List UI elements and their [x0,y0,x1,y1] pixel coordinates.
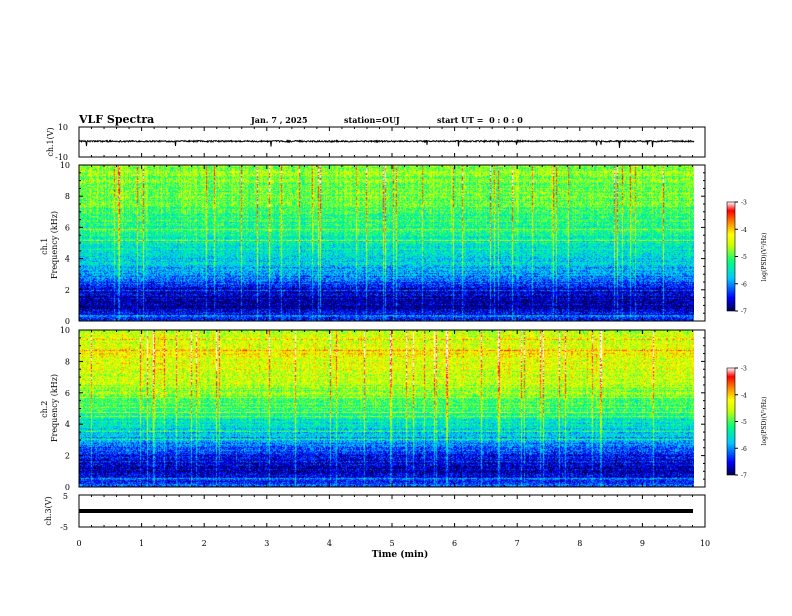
ch1-waveform-trace [78,139,695,148]
time-tick-label: 6 [452,539,457,548]
time-tick-label: 0 [76,539,81,548]
ch1-ytick-top: 10 [58,123,68,132]
ch1-colorbar-gradient [726,201,736,312]
ch1-colorbar-ticks: -3 -4 -5 -6 -7 [735,200,747,316]
colorbar-tick-label: -3 [741,366,747,373]
ch1-waveform-time-ticks [78,127,706,157]
time-tick-label: 9 [640,539,645,548]
frequency-tick-label: 4 [65,420,70,429]
colorbar-tick-label: -7 [741,309,747,316]
ch2-colorbar: -3 -4 -5 -6 -7 log(PSD)(V²/Hz) [726,366,768,480]
ch1-spec-ylabel-channel: ch.1 [40,238,49,255]
ch2-spectrogram-panel: 0 2 4 6 8 10 ch.2 Frequency (kHz) [40,326,706,492]
ch3-ytick-top: 5 [63,492,68,501]
frequency-tick-label: 10 [60,326,70,335]
ch2-spectrogram-image [79,330,694,487]
frequency-tick-label: 8 [65,192,70,201]
colorbar-tick-label: -5 [741,419,747,426]
time-tick-label: 3 [264,539,269,548]
colorbar-tick-label: -6 [741,281,747,288]
ch1-spectrogram-image [79,165,694,321]
ch2-colorbar-gradient [726,367,736,476]
time-tick-label: 1 [139,539,144,548]
ch1-frequency-ticks: 0 2 4 6 8 10 [60,161,705,326]
frequency-tick-label: 2 [65,286,70,295]
ch1-spec-ylabel: ch.1 Frequency (kHz) [40,211,59,279]
time-tick-label: 2 [202,539,207,548]
frequency-tick-label: 0 [65,483,70,492]
frequency-tick-label: 10 [60,161,70,170]
ch1-waveform-panel: 10 -10 ch.1(V) [46,123,706,162]
time-tick-label: 5 [389,539,394,548]
colorbar-tick-label: -3 [741,200,747,207]
colorbar-tick-label: -4 [741,392,747,399]
ch1-ylabel: ch.1(V) [46,127,55,156]
ch2-spec-ylabel-channel: ch.2 [40,401,49,418]
frequency-tick-label: 6 [65,389,70,398]
ch3-waveform-trace [79,509,693,513]
ch2-colorbar-ticks: -3 -4 -5 -6 -7 [735,366,747,480]
ch2-frequency-ticks: 0 2 4 6 8 10 [60,326,705,492]
ch1-spectrogram-time-ticks [78,165,706,321]
figure-start-time: start UT = 0 : 0 : 0 [437,115,523,125]
frequency-tick-label: 4 [65,255,70,264]
ch3-ytick-bottom: -5 [60,523,68,532]
colorbar-tick-label: -7 [741,473,747,480]
colorbar-tick-label: -4 [741,227,747,234]
ch1-colorbar: -3 -4 -5 -6 -7 log(PSD)(V²/Hz) [726,200,768,316]
ch2-spec-ylabel-axis: Frequency (kHz) [50,374,59,442]
ch2-colorbar-label: log(PSD)(V²/Hz) [761,397,768,446]
frequency-tick-label: 0 [65,317,70,326]
ch3-waveform-panel: 5 -5 ch.3(V) [44,492,706,532]
figure-date: Jan. 7 , 2025 [250,115,308,125]
ch1-ytick-bottom: -10 [55,153,68,162]
colorbar-tick-label: -6 [741,446,747,453]
ch1-colorbar-label: log(PSD)(V²/Hz) [761,233,768,282]
time-tick-label: 8 [577,539,582,548]
colorbar-tick-label: -5 [741,254,747,261]
ch2-spectrogram-time-ticks [78,330,706,487]
ch2-spec-ylabel: ch.2 Frequency (kHz) [40,374,59,442]
frequency-tick-label: 6 [65,223,70,232]
ch1-spec-ylabel-axis: Frequency (kHz) [50,211,59,279]
time-axis-tick-labels: 0 1 2 3 4 5 6 7 8 9 10 [76,539,710,548]
frequency-tick-label: 2 [65,452,70,461]
figure-title: VLF Spectra [78,113,154,126]
frequency-tick-label: 8 [65,357,70,366]
ch3-waveform-time-ticks [78,495,706,527]
time-tick-label: 4 [327,539,332,548]
time-tick-label: 7 [515,539,520,548]
ch1-spectrogram-panel: 0 2 4 6 8 10 ch.1 Frequency (kHz) [40,161,706,326]
figure-station: station=OUJ [344,115,400,125]
ch3-ylabel: ch.3(V) [44,496,53,525]
time-axis-label: Time (min) [372,549,429,560]
time-tick-label: 10 [700,539,710,548]
